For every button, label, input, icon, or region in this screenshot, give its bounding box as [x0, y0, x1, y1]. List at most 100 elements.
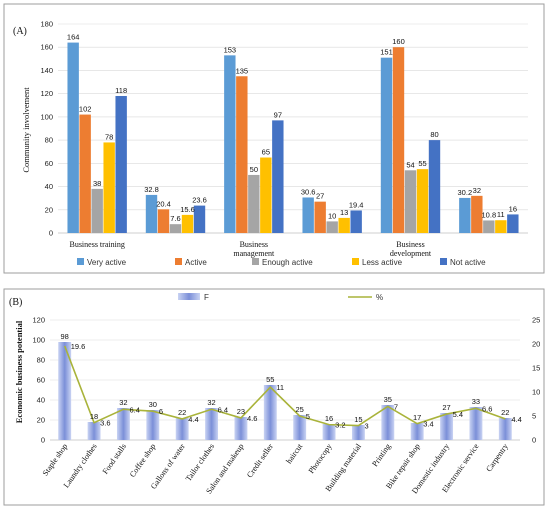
- panel-a-legend-swatch: [352, 258, 359, 265]
- panel-b-legend-swatch-bar: [178, 293, 200, 300]
- panel-a-data-label: 50: [250, 165, 258, 174]
- panel-b-bar: [87, 422, 101, 440]
- panel-b-line: [63, 345, 506, 427]
- panel-a-bar: [248, 174, 260, 233]
- panel-b-bar-label: 23: [237, 407, 245, 416]
- panel-a-legend-label: Less active: [362, 258, 403, 267]
- panel-b-y2-tick: 25: [532, 316, 540, 325]
- panel-a-bar: [428, 140, 441, 233]
- panel-a-bar: [260, 157, 272, 233]
- panel-b-bar-label: 32: [207, 398, 215, 407]
- panel-a-legend-label: Enough active: [262, 258, 313, 267]
- panel-b-bar-label: 55: [266, 375, 274, 384]
- panel-a-legend-swatch: [252, 258, 259, 265]
- panel-a-data-label: 10: [328, 211, 336, 220]
- panel-b-bar: [175, 418, 189, 440]
- panel-a-bar: [91, 188, 103, 233]
- chart-panel-b: (B) Economic business potential F% 0 20 40…: [3, 288, 545, 506]
- panel-a-label: (A): [13, 26, 27, 37]
- panel-a-bar: [115, 95, 127, 233]
- panel-b-bar: [58, 342, 72, 440]
- panel-a-data-label: 32: [473, 186, 481, 195]
- panel-b-frame: [3, 288, 545, 506]
- panel-b-percent-label: 7: [394, 402, 398, 411]
- panel-a-bar: [224, 55, 236, 233]
- panel-a-bar: [103, 142, 115, 233]
- panel-b-bar-label: 32: [119, 398, 127, 407]
- panel-a-data-label: 19.4: [349, 200, 364, 209]
- panel-b-percent-label: 4.4: [188, 415, 198, 424]
- panel-a-bar: [326, 221, 338, 233]
- panel-a-bar: [236, 76, 248, 233]
- panel-b-bar-label: 22: [178, 408, 186, 417]
- panel-a-bar: [67, 42, 79, 234]
- panel-b-y-tick: 0: [41, 436, 45, 445]
- panel-b-y2-tick: 10: [532, 388, 540, 397]
- panel-a-legend-swatch: [440, 258, 447, 265]
- panel-a-y-tick: 160: [40, 43, 53, 52]
- panel-a-category-label: Business training: [69, 240, 124, 249]
- panel-a-category-labels: Business training BusinessmanagementBusin…: [69, 240, 431, 258]
- panel-b-bar-label: 27: [442, 403, 450, 412]
- panel-a-category-label: Business: [396, 240, 424, 249]
- panel-a-y-tick: 60: [45, 159, 53, 168]
- panel-b-percent-label: 11: [276, 383, 284, 392]
- panel-a-data-label: 54: [406, 160, 414, 169]
- panel-b-y-tick: 120: [32, 316, 45, 325]
- panel-b-percent-label: 3.4: [423, 420, 433, 429]
- panel-b-percent-label: 6.4: [129, 405, 139, 414]
- panel-b-percent-label: 3: [364, 422, 368, 431]
- panel-a-data-label: 164: [67, 33, 80, 42]
- panel-b-label: (B): [9, 297, 22, 308]
- panel-a-data-label: 13: [340, 208, 348, 217]
- panel-a-category-label: development: [390, 249, 432, 258]
- panel-a-data-label: 65: [262, 148, 270, 157]
- panel-b-bar: [440, 413, 454, 440]
- panel-a-y-tick: 180: [40, 20, 53, 29]
- panel-a-category-label: management: [233, 249, 275, 258]
- panel-b-percent-label: 6: [159, 407, 163, 416]
- panel-b-percent-label: 3.6: [100, 419, 110, 428]
- panel-b-percent-label: 6.4: [218, 405, 228, 414]
- panel-a-data-label: 16: [509, 204, 517, 213]
- panel-a-data-label: 15.6: [180, 205, 195, 214]
- panel-a-y-tick: 20: [45, 205, 53, 214]
- panel-b-bars: [58, 342, 512, 440]
- panel-b-y-tick: 20: [37, 416, 45, 425]
- panel-a-bar: [145, 194, 158, 233]
- panel-a-bars: [67, 42, 519, 234]
- panel-a-bar: [338, 217, 350, 233]
- panel-b-percent-label: 19.6: [71, 342, 86, 351]
- panel-a-ylabel: Community involvement: [21, 87, 31, 173]
- panel-a-bar: [302, 197, 314, 233]
- panel-a-data-label: 102: [79, 105, 92, 114]
- panel-a-bar: [79, 114, 91, 233]
- panel-a-bar: [404, 170, 417, 233]
- panel-b-y2-tick: 5: [532, 412, 536, 421]
- panel-b-bar-label: 98: [61, 332, 69, 341]
- panel-b-bar-label: 33: [472, 397, 480, 406]
- panel-a-legend-swatch: [175, 258, 182, 265]
- panel-a-data-label: 97: [274, 110, 282, 119]
- panel-b-ylabel: Economic business potential: [14, 320, 24, 423]
- panel-a-data-label: 78: [105, 132, 113, 141]
- panel-b-bar: [116, 408, 130, 440]
- panel-a-legend: Very active Active Enough active Less activ…: [77, 258, 486, 267]
- panel-a-legend-label: Active: [185, 258, 207, 267]
- panel-b-bar: [351, 425, 365, 440]
- panel-a-category-label: Business: [240, 240, 268, 249]
- panel-a-bar: [507, 214, 519, 233]
- panel-a-data-labels: 164 32.8 153 30.6 151 30.2 102 20.4 135 27 160 32 38…: [67, 33, 517, 224]
- panel-b-bar: [205, 408, 219, 440]
- panel-a-legend-label: Very active: [87, 258, 127, 267]
- panel-b-percent-label: 4.6: [247, 414, 257, 423]
- panel-a-y-tick: 100: [40, 112, 53, 121]
- panel-a-data-label: 7.6: [170, 214, 180, 223]
- panel-a-bar: [380, 57, 393, 233]
- panel-b-legend: F%: [178, 293, 383, 302]
- panel-a-data-label: 160: [392, 37, 405, 46]
- panel-b-bar-label: 16: [325, 414, 333, 423]
- panel-a-bar: [483, 220, 495, 233]
- panel-b-bar: [234, 417, 248, 440]
